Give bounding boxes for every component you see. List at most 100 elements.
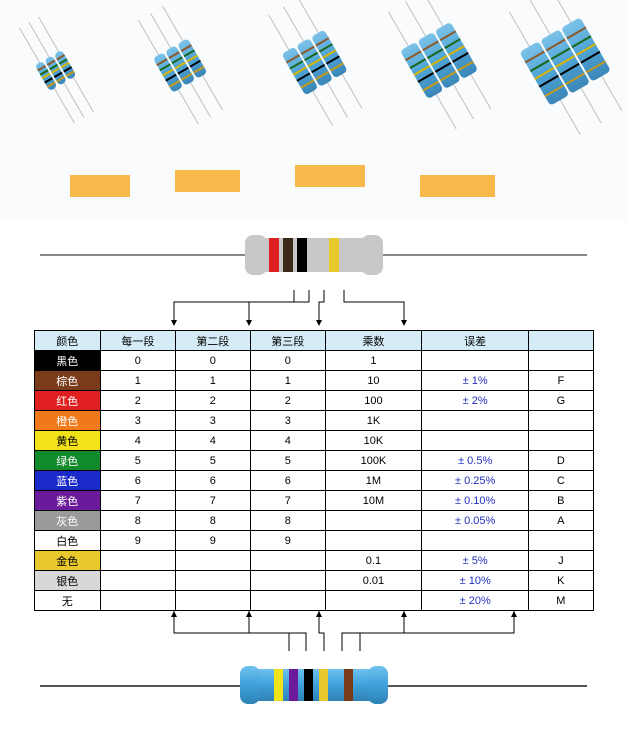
value-cell: 3: [175, 411, 250, 431]
color-name-cell: 银色: [34, 571, 100, 591]
color-code-table: 颜色每一段第二段第三段乘数误差 黑色0001棕色11110± 1%F红色2221…: [34, 330, 594, 611]
value-cell: 10: [325, 371, 421, 391]
physical-resistor-group: [400, 21, 480, 99]
value-cell: 100K: [325, 451, 421, 471]
value-cell: 6: [100, 471, 175, 491]
color-band: [283, 238, 293, 272]
value-cell: 5: [175, 451, 250, 471]
value-cell: 6: [175, 471, 250, 491]
table-header: 误差: [422, 331, 529, 351]
tolerance-cell: ± 0.05%: [422, 511, 529, 531]
resistor-lead-right: [377, 254, 587, 256]
size-label-card: [295, 165, 365, 187]
table-row: 黑色0001: [34, 351, 593, 371]
tolerance-cell: [422, 411, 529, 431]
value-cell: 0: [175, 351, 250, 371]
resistor-body-gray: [249, 238, 379, 272]
table-row: 黄色44410K: [34, 431, 593, 451]
value-cell: [250, 571, 325, 591]
color-band: [274, 669, 283, 701]
four-band-resistor-diagram: [0, 220, 627, 290]
value-cell: 5: [250, 451, 325, 471]
color-name-cell: 紫色: [34, 491, 100, 511]
value-cell: 2: [175, 391, 250, 411]
tolerance-cell: ± 0.5%: [422, 451, 529, 471]
tolerance-cell: [422, 431, 529, 451]
value-cell: 1: [325, 351, 421, 371]
color-name-cell: 蓝色: [34, 471, 100, 491]
table-header: 第三段: [250, 331, 325, 351]
table-header: 每一段: [100, 331, 175, 351]
value-cell: 3: [250, 411, 325, 431]
table-header: 第二段: [175, 331, 250, 351]
value-cell: 7: [100, 491, 175, 511]
value-cell: [100, 571, 175, 591]
arrows-top: [34, 290, 594, 330]
table-row: 紫色77710M± 0.10%B: [34, 491, 593, 511]
value-cell: 7: [175, 491, 250, 511]
code-cell: [529, 431, 593, 451]
table-row: 金色0.1± 5%J: [34, 551, 593, 571]
value-cell: [325, 511, 421, 531]
value-cell: [250, 551, 325, 571]
tolerance-cell: ± 0.10%: [422, 491, 529, 511]
value-cell: 2: [250, 391, 325, 411]
code-cell: [529, 411, 593, 431]
color-band: [289, 669, 298, 701]
size-label-card: [175, 170, 240, 192]
color-name-cell: 白色: [34, 531, 100, 551]
value-cell: 7: [250, 491, 325, 511]
value-cell: [175, 591, 250, 611]
color-band: [269, 238, 279, 272]
value-cell: 10K: [325, 431, 421, 451]
value-cell: 0: [250, 351, 325, 371]
code-cell: G: [529, 391, 593, 411]
physical-resistor-group: [35, 49, 79, 91]
value-cell: 9: [250, 531, 325, 551]
table-row: 橙色3331K: [34, 411, 593, 431]
tolerance-cell: ± 1%: [422, 371, 529, 391]
color-band: [304, 669, 313, 701]
value-cell: 100: [325, 391, 421, 411]
code-cell: F: [529, 371, 593, 391]
table-header: 颜色: [34, 331, 100, 351]
code-cell: [529, 351, 593, 371]
code-cell: B: [529, 491, 593, 511]
value-cell: [250, 591, 325, 611]
tolerance-cell: ± 10%: [422, 571, 529, 591]
code-cell: C: [529, 471, 593, 491]
code-cell: A: [529, 511, 593, 531]
color-name-cell: 灰色: [34, 511, 100, 531]
color-name-cell: 金色: [34, 551, 100, 571]
value-cell: 0.1: [325, 551, 421, 571]
tolerance-cell: [422, 531, 529, 551]
color-name-cell: 黄色: [34, 431, 100, 451]
color-name-cell: 绿色: [34, 451, 100, 471]
resistor-lead-left: [40, 254, 250, 256]
code-cell: K: [529, 571, 593, 591]
resistor-photo-area: [0, 0, 627, 220]
value-cell: 5: [100, 451, 175, 471]
resistor-lead-right: [382, 685, 587, 687]
tolerance-cell: ± 0.25%: [422, 471, 529, 491]
value-cell: 2: [100, 391, 175, 411]
resistor-body-blue: [244, 669, 384, 701]
value-cell: 1K: [325, 411, 421, 431]
color-name-cell: 橙色: [34, 411, 100, 431]
value-cell: 1: [100, 371, 175, 391]
value-cell: [100, 591, 175, 611]
value-cell: 1M: [325, 471, 421, 491]
value-cell: 0: [100, 351, 175, 371]
tolerance-cell: [422, 351, 529, 371]
table-header: [529, 331, 593, 351]
arrows-bottom: [34, 611, 594, 651]
physical-resistor-group: [281, 28, 349, 95]
value-cell: 4: [250, 431, 325, 451]
value-cell: [175, 551, 250, 571]
value-cell: 3: [100, 411, 175, 431]
color-name-cell: 红色: [34, 391, 100, 411]
table-row: 银色0.01± 10%K: [34, 571, 593, 591]
resistor-lead-left: [40, 685, 245, 687]
size-label-card: [70, 175, 130, 197]
color-name-cell: 黑色: [34, 351, 100, 371]
